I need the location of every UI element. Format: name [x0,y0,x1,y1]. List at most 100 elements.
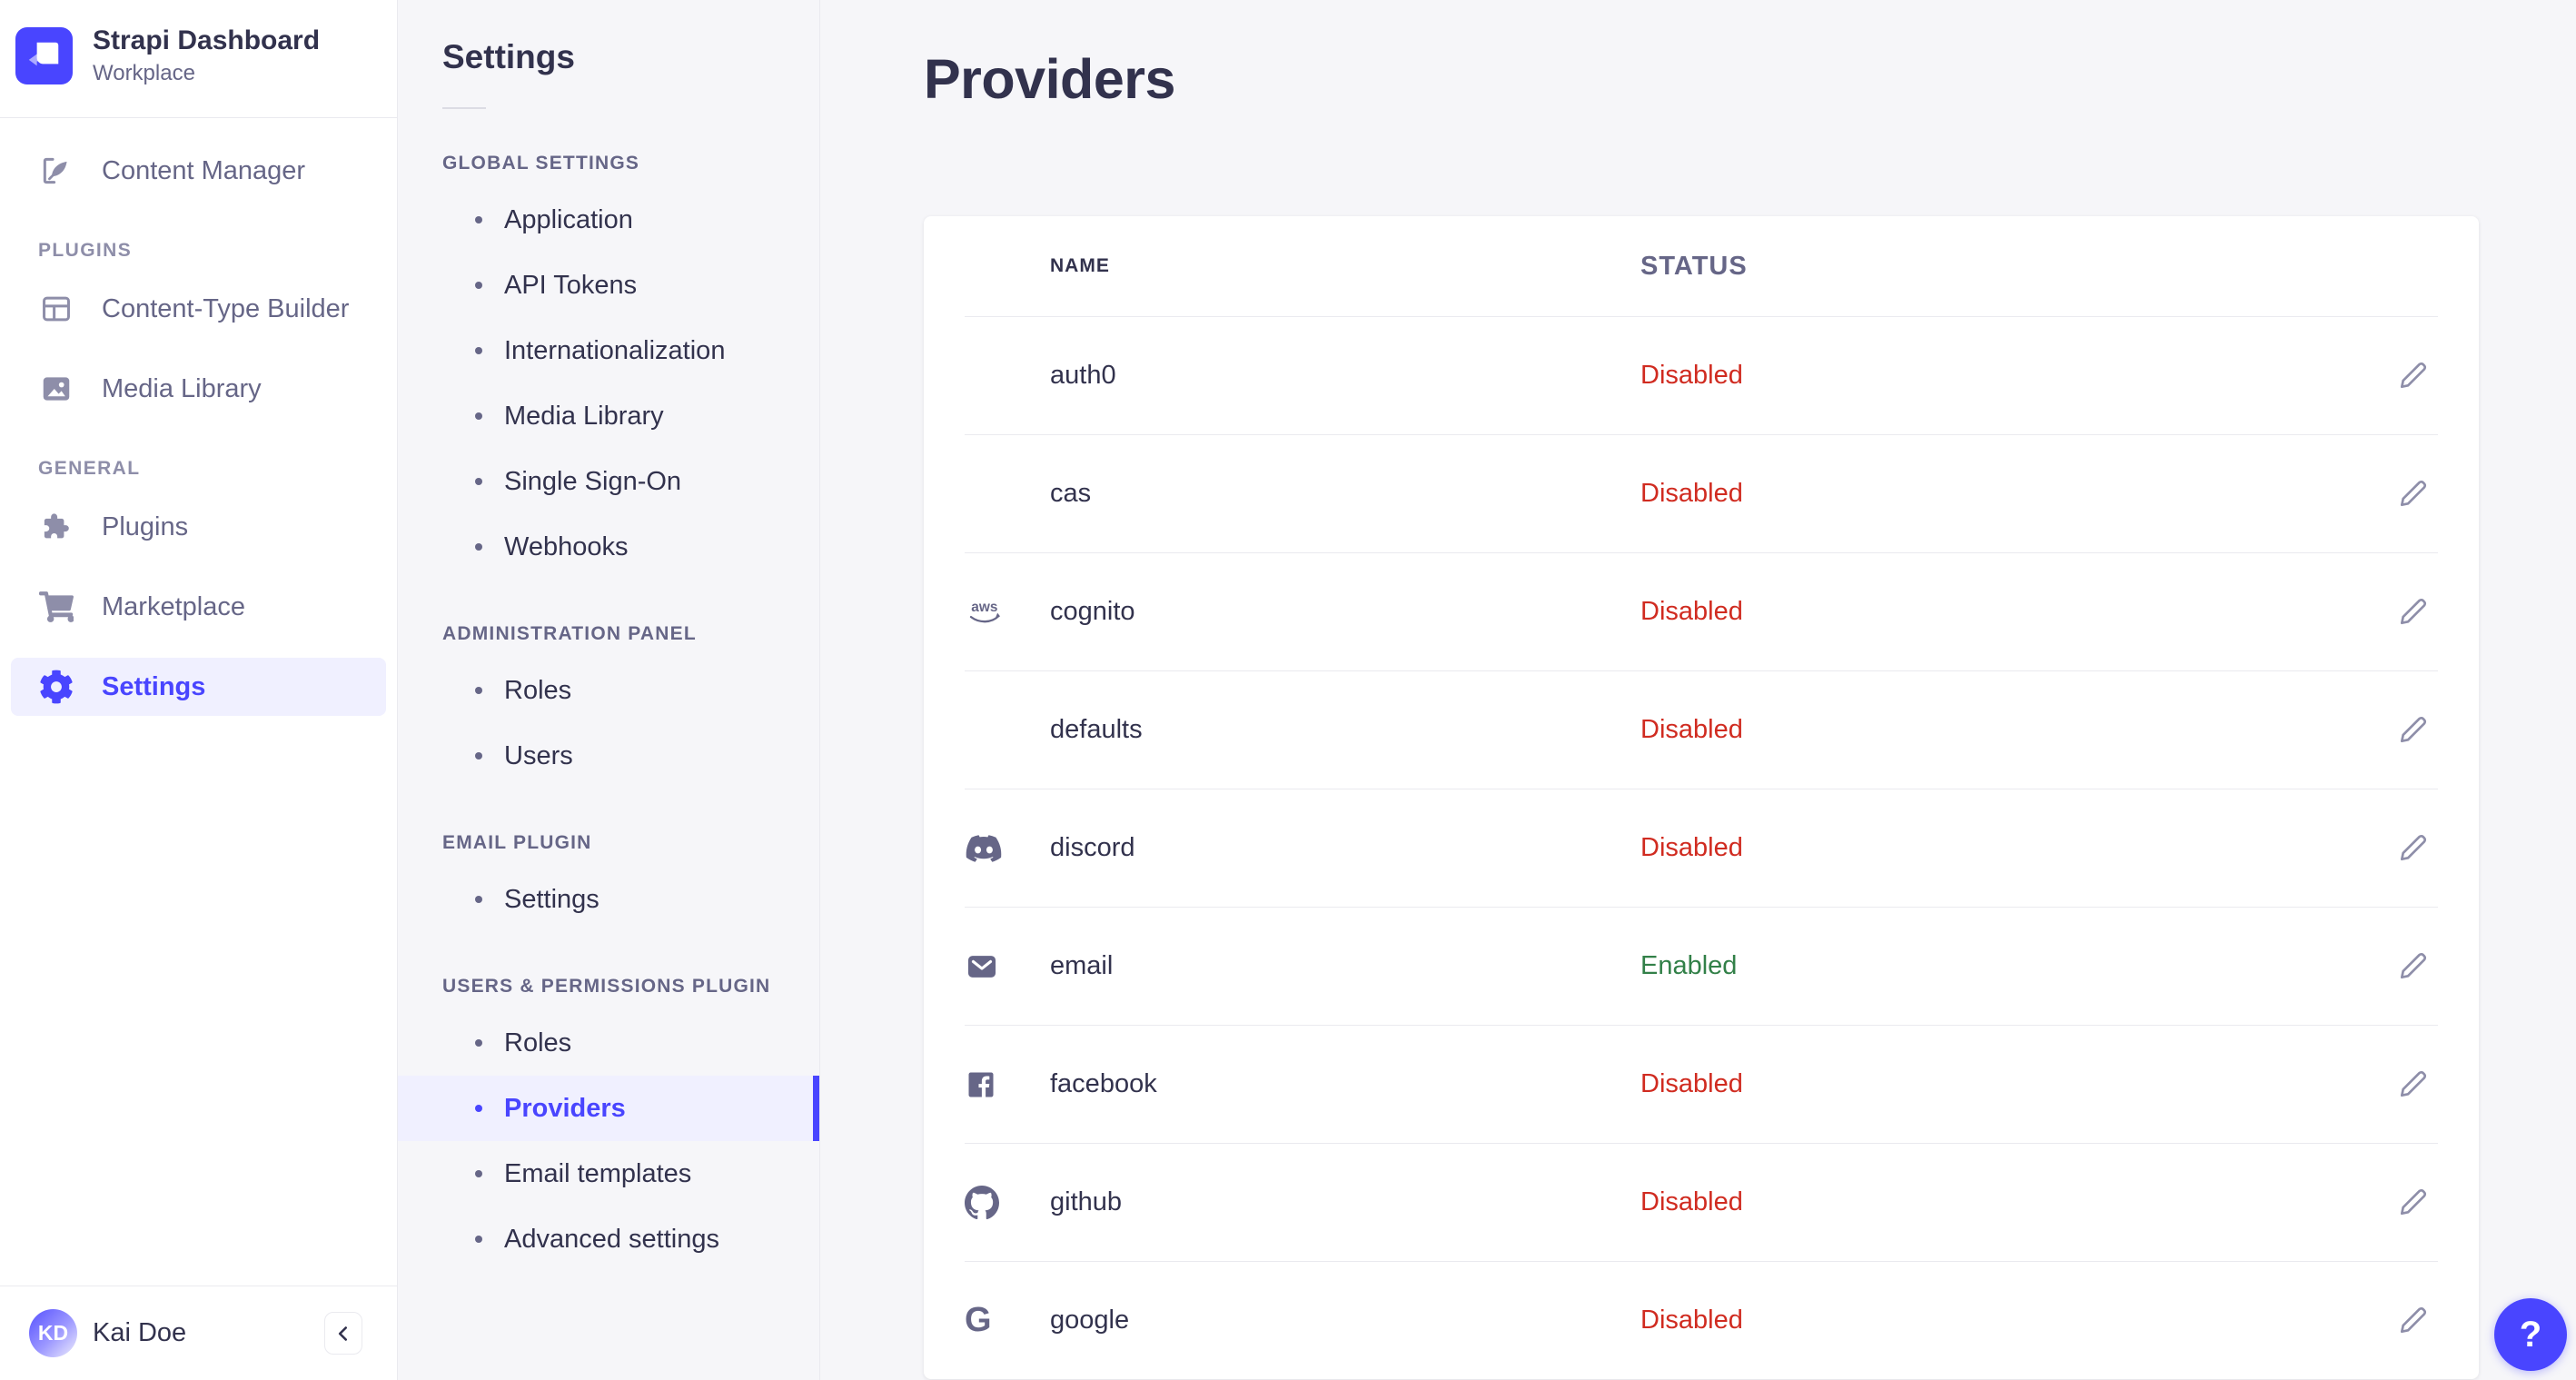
edit-provider-button[interactable] [2390,826,2435,871]
settings-subnav: Settings GLOBAL SETTINGS Application API… [398,0,820,1380]
cart-icon [38,589,74,625]
media-library-icon [38,371,74,407]
subnav-item-label: Application [504,204,633,234]
subnav-item-application[interactable]: Application [398,187,819,253]
table-row: defaults Disabled [965,670,2438,789]
discord-icon [965,833,1021,864]
subnav-item-media-library[interactable]: Media Library [398,383,819,449]
provider-name: defaults [1050,715,1143,744]
edit-provider-button[interactable] [2390,708,2435,753]
table-row: github Disabled [965,1143,2438,1261]
github-icon [965,1185,1021,1220]
subnav-item-label: Advanced settings [504,1224,719,1254]
edit-provider-button[interactable] [2390,944,2435,989]
pencil-icon [2400,834,2427,860]
user-area: KD Kai Doe [0,1286,397,1380]
subnav-item-webhooks[interactable]: Webhooks [398,514,819,580]
subnav-item-admin-roles[interactable]: Roles [398,658,819,723]
edit-provider-button[interactable] [2390,472,2435,517]
collapse-sidebar-button[interactable] [324,1312,362,1355]
provider-name: facebook [1050,1069,1157,1098]
subnav-item-label: Roles [504,1028,572,1057]
bullet-icon [475,1105,482,1112]
sidebar-item-label: Plugins [102,511,189,541]
pencil-icon [2400,1070,2427,1097]
sidebar-item-media-library[interactable]: Media Library [11,360,386,418]
bullet-icon [475,1039,482,1047]
main-content: Providers NAME STATUS auth0 Disabled cas… [820,0,2576,1380]
bullet-icon [475,1170,482,1177]
sidebar-item-settings[interactable]: Settings [11,658,386,716]
bullet-icon [475,1236,482,1243]
subnav-item-up-roles[interactable]: Roles [398,1010,819,1076]
provider-status: Disabled [1640,1306,1743,1335]
table-row: auth0 Disabled [965,316,2438,434]
provider-status: Disabled [1640,479,1743,508]
subnav-item-advanced-settings[interactable]: Advanced settings [398,1206,819,1272]
avatar[interactable]: KD [29,1309,77,1357]
bullet-icon [475,282,482,289]
bullet-icon [475,412,482,420]
pencil-icon [2400,362,2427,388]
edit-provider-button[interactable] [2390,1298,2435,1344]
subnav-item-admin-users[interactable]: Users [398,723,819,789]
table-row: aws cognito Disabled [965,552,2438,670]
bullet-icon [475,543,482,551]
subnav-item-label: Providers [504,1093,626,1123]
subnav-item-label: Internationalization [504,335,726,365]
subnav-title-divider [442,107,486,109]
content-type-builder-icon [38,291,74,327]
providers-table-card: NAME STATUS auth0 Disabled cas Disabled … [924,216,2479,1379]
content-manager-icon [38,153,74,189]
edit-provider-button[interactable] [2390,1180,2435,1226]
subnav-item-email-settings[interactable]: Settings [398,867,819,932]
sidebar-item-marketplace[interactable]: Marketplace [11,578,386,636]
envelope-icon [965,949,1021,984]
subnav-item-label: Settings [504,884,599,914]
gear-icon [38,669,74,705]
subnav-item-api-tokens[interactable]: API Tokens [398,253,819,318]
provider-name: google [1050,1306,1130,1335]
provider-status: Disabled [1640,361,1743,390]
help-button[interactable]: ? [2494,1298,2567,1371]
sidebar-item-content-type-builder[interactable]: Content-Type Builder [11,280,386,338]
subnav-item-internationalization[interactable]: Internationalization [398,318,819,383]
edit-provider-button[interactable] [2390,590,2435,635]
bullet-icon [475,896,482,903]
provider-name: cas [1050,479,1092,508]
subnav-section-administration-panel: ADMINISTRATION PANEL [442,623,697,644]
column-header-status: STATUS [1640,251,1748,281]
provider-name: github [1050,1187,1123,1216]
subnav-title: Settings [442,38,575,75]
subnav-item-label: Users [504,740,573,770]
edit-provider-button[interactable] [2390,353,2435,399]
subnav-item-label: Roles [504,675,572,705]
edit-provider-button[interactable] [2390,1062,2435,1107]
subnav-item-label: API Tokens [504,270,638,300]
provider-status: Disabled [1640,1069,1743,1098]
sidebar-item-label: Marketplace [102,591,245,621]
subnav-item-email-templates[interactable]: Email templates [398,1141,819,1206]
table-row: cas Disabled [965,434,2438,552]
sidebar-section-plugins: PLUGINS [38,240,133,261]
sidebar-item-content-manager[interactable]: Content Manager [11,142,386,200]
provider-status: Disabled [1640,1187,1743,1216]
subnav-item-single-sign-on[interactable]: Single Sign-On [398,449,819,514]
workspace-header[interactable]: Strapi Dashboard Workplace [0,0,397,117]
provider-status: Enabled [1640,951,1738,980]
subnav-item-providers[interactable]: Providers [398,1076,819,1141]
provider-name: discord [1050,833,1135,862]
sidebar-section-general: GENERAL [38,458,141,479]
sidebar-item-plugins[interactable]: Plugins [11,498,386,556]
puzzle-icon [38,509,74,545]
column-header-name: NAME [1050,255,1110,276]
pencil-icon [2400,952,2427,978]
pencil-icon [2400,598,2427,624]
subnav-section-users-permissions-plugin: USERS & PERMISSIONS PLUGIN [442,976,771,997]
subnav-item-label: Email templates [504,1158,692,1188]
provider-status: Disabled [1640,597,1743,626]
table-row: G google Disabled [965,1261,2438,1379]
svg-text:aws: aws [971,599,997,614]
table-row: discord Disabled [965,789,2438,907]
app-title: Strapi Dashboard [93,25,321,55]
